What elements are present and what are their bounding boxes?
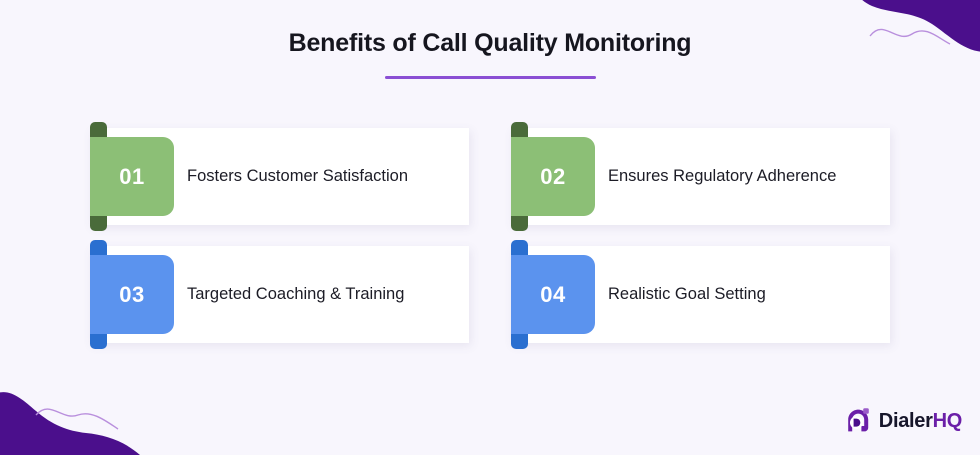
benefits-grid: 01 Fosters Customer Satisfaction 02 Ensu… bbox=[90, 122, 890, 349]
ribbon-badge-01: 01 bbox=[90, 137, 174, 216]
brand-wordmark: DialerHQ bbox=[878, 410, 963, 432]
title-underline bbox=[384, 76, 596, 79]
page-title: Benefits of Call Quality Monitoring bbox=[288, 29, 692, 57]
benefit-card-03: 03 Targeted Coaching & Training bbox=[90, 240, 469, 349]
brand-name-accent: HQ bbox=[932, 410, 963, 432]
bottom-left-blob-icon bbox=[0, 392, 140, 455]
ribbon-badge-02: 02 bbox=[511, 137, 595, 216]
benefit-card-04: 04 Realistic Goal Setting bbox=[511, 240, 890, 349]
benefit-number: 02 bbox=[540, 163, 566, 189]
ribbon-badge-03: 03 bbox=[90, 255, 174, 334]
benefit-number: 04 bbox=[540, 281, 566, 307]
ribbon-badge-04: 04 bbox=[511, 255, 595, 334]
benefit-number: 01 bbox=[119, 163, 145, 189]
header: Benefits of Call Quality Monitoring bbox=[0, 28, 980, 79]
benefit-label: Realistic Goal Setting bbox=[608, 284, 766, 303]
benefit-label: Fosters Customer Satisfaction bbox=[187, 166, 408, 185]
brand-name-primary: Dialer bbox=[878, 410, 933, 432]
benefit-card-01: 01 Fosters Customer Satisfaction bbox=[90, 122, 469, 231]
benefit-label: Targeted Coaching & Training bbox=[187, 284, 405, 303]
brand-logo: DialerHQ bbox=[844, 407, 962, 435]
benefit-card-02: 02 Ensures Regulatory Adherence bbox=[511, 122, 890, 231]
dialerhq-logo-icon bbox=[847, 408, 869, 432]
benefit-label: Ensures Regulatory Adherence bbox=[608, 166, 837, 185]
benefit-number: 03 bbox=[119, 281, 145, 307]
